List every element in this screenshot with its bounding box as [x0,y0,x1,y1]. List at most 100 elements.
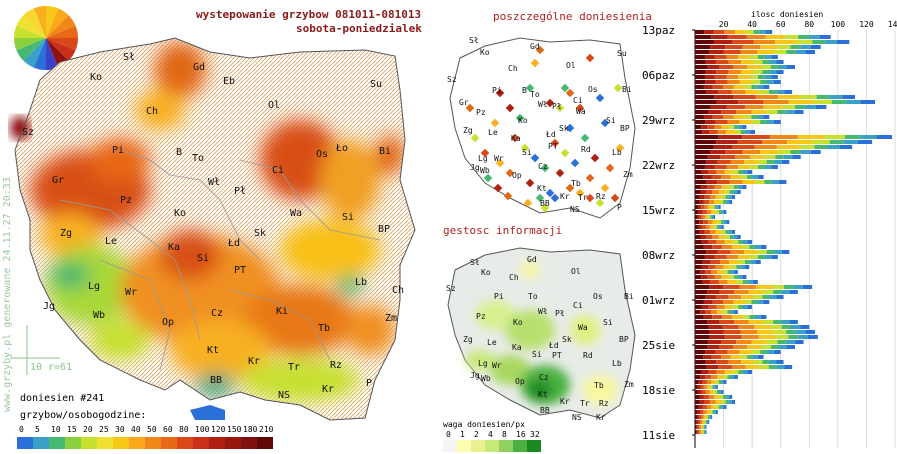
bar-segment [705,430,707,434]
bar-segment [730,175,741,179]
bar-segment [831,100,847,104]
bar-segment [781,320,790,324]
region-label: Ol [268,100,281,111]
bar-segment [705,420,707,424]
bar-segment [703,245,713,249]
bar-segment [762,60,770,64]
bar-segment [736,340,752,344]
bar-segment [701,390,706,394]
region-label: Eb [223,76,236,87]
chart-title: ilosc doniesien [751,10,824,19]
bar-segment [712,410,715,414]
bar-segment [725,190,730,194]
bar-segment [695,380,699,384]
bar-segment [767,350,774,354]
bar-segment [751,110,767,114]
bar-segment [704,195,711,199]
legend-value: 25 [99,425,109,434]
x-tick-label: 60 [776,20,786,29]
bar-segment [713,40,733,44]
bar-segment [764,55,772,59]
bar-segment [695,30,705,34]
bar-segment [751,300,758,304]
bar-segment [727,350,740,354]
bar-segment [716,410,718,414]
region-label: Tr [288,362,301,373]
bar-segment [716,100,739,104]
bar-segment [715,230,722,234]
region-label: Gr [52,175,65,186]
bar-segment [707,320,720,324]
bar-segment [757,55,765,59]
bar-segment [717,375,724,379]
bar-segment [733,190,738,194]
bar-segment [740,130,746,134]
bar-segment [787,65,795,69]
bar-segment [749,255,758,259]
region-label: Cz [538,162,548,171]
bar-segment [742,275,747,279]
bar-segment [695,255,705,259]
date-label: 18sie [642,384,675,397]
bar-segment [716,170,725,174]
watermark: www.grzyby.pl generowane 24.11.27 20:33 [2,177,13,412]
bar-segment [742,315,750,319]
date-label: 29wrz [642,114,675,127]
region-label: Ko [90,72,103,83]
x-tick-label: 40 [747,20,757,29]
region-label: BB [540,406,550,415]
bar-segment [726,55,739,59]
bar-segment [695,230,700,234]
region-label: Bi [622,85,632,94]
bar-segment [714,75,727,79]
region-label: NS [570,205,580,214]
bar-segment [794,110,804,114]
bar-segment [721,210,724,214]
map-title-line1: wystepowanie grzybow 081011-081013 [196,8,422,21]
bar-segment [753,360,763,364]
legend-swatch [145,437,161,449]
bar-segment [723,265,731,269]
bar-segment [739,350,752,354]
bar-segment [784,35,799,39]
bar-segment [712,85,724,89]
bar-segment [723,270,728,274]
bar-segment [723,300,734,304]
region-label: Le [487,338,497,347]
bar-segment [695,385,698,389]
bar-segment [708,220,713,224]
bar-segment [749,55,758,59]
bar-segment [702,210,707,214]
bar-segment [714,385,717,389]
bar-segment [716,305,725,309]
bar-segment [695,85,704,89]
bar-segment [727,280,737,284]
bar-segment [747,175,753,179]
region-label: Wa [290,208,303,219]
bar-segment [701,225,706,229]
bar-segment [771,75,778,79]
bar-segment [781,290,790,294]
main-legend: 0 5 10 15 20 25 30 40 50 60 80 100 120 150 180 210 [17,425,287,453]
bar-segment [723,375,728,379]
bar-segment [741,360,754,364]
bar-segment [725,400,729,404]
region-label: Wb [481,374,491,383]
bar-segment [762,360,770,364]
bar-segment [757,160,767,164]
bar-segment [742,185,747,189]
bar-segment [709,335,725,339]
region-label: Kr [560,192,570,201]
bar-segment [758,335,777,339]
bar-segment [723,200,727,204]
wheel-segment [46,6,59,38]
bar-segment [836,40,850,44]
bar-segment [727,35,747,39]
bar-segment [716,225,719,229]
bar-segment [695,220,700,224]
bar-segment [738,185,743,189]
bar-segment [703,385,707,389]
bar-segment [784,285,794,289]
legend-value: 150 [227,425,242,434]
bar-segment [708,265,716,269]
